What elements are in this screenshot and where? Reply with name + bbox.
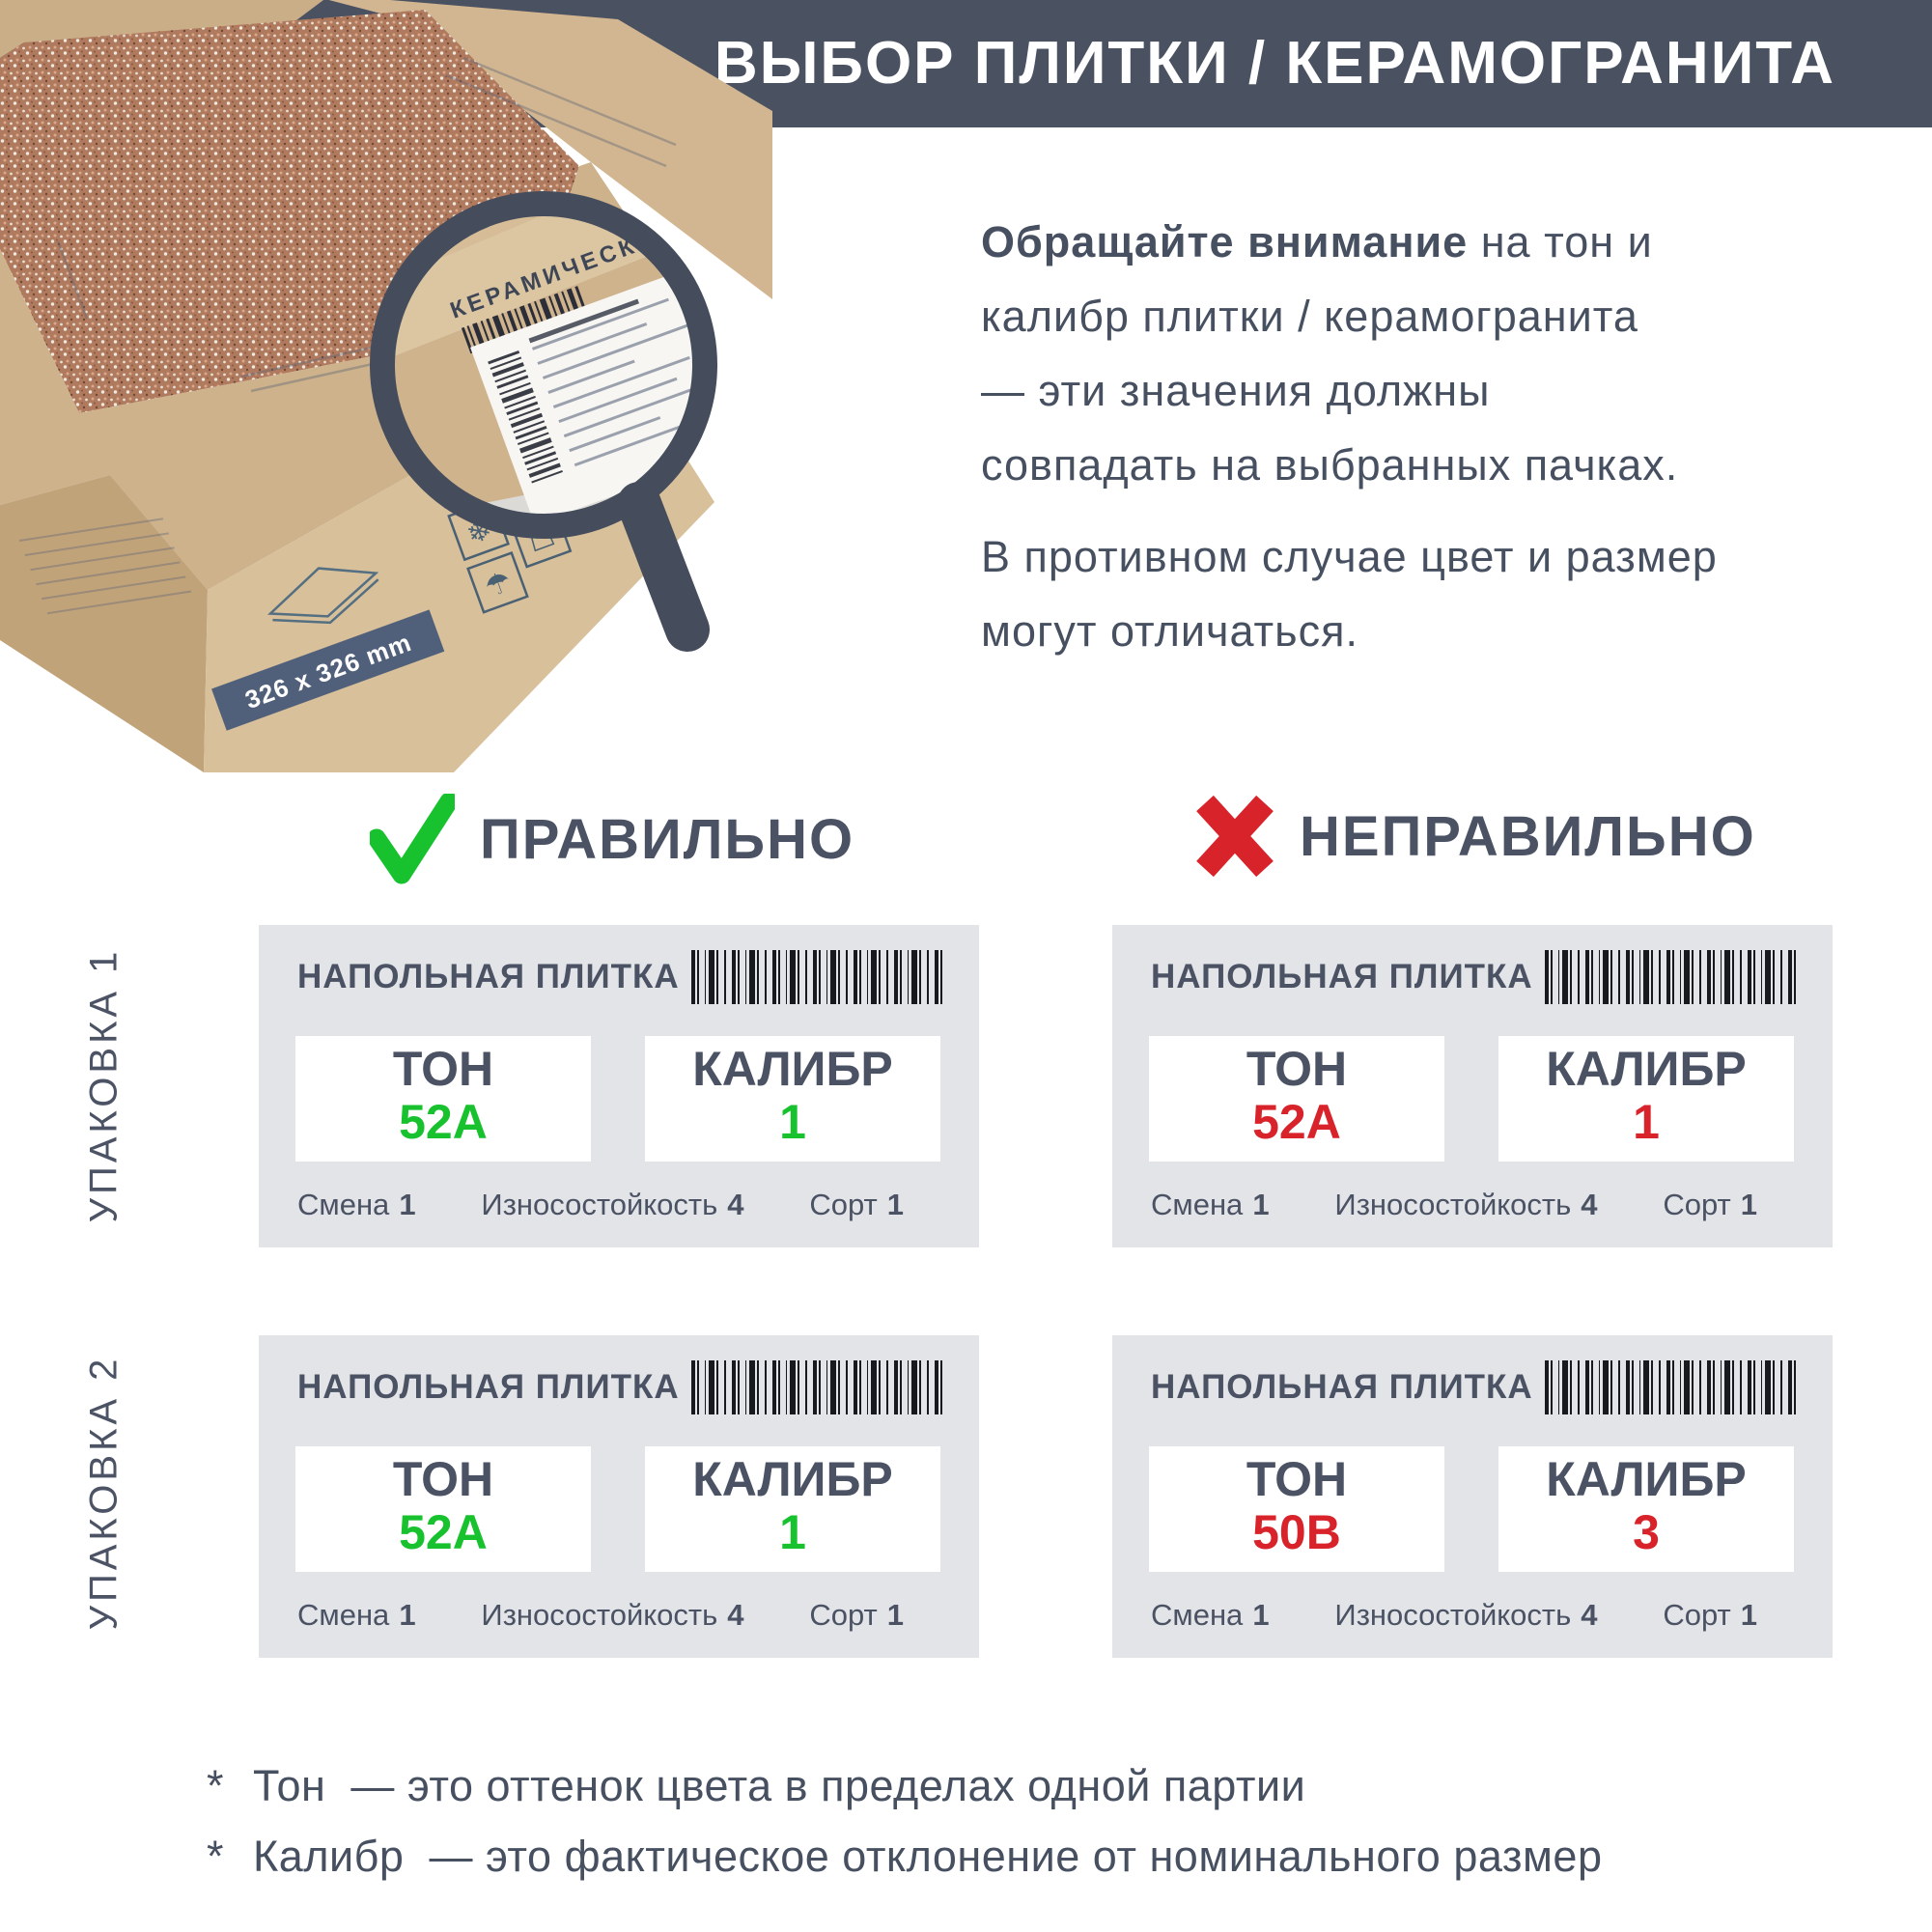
footnote-marker: *	[207, 1761, 225, 1810]
product-name: НАПОЛЬНАЯ ПЛИТКА	[1151, 1368, 1533, 1406]
card-meta: Смена 1 Износостойкость 4 Сорт 1	[1151, 1598, 1757, 1633]
label-card-pack2-correct: НАПОЛЬНАЯ ПЛИТКА ТОН 52А КАЛИБР 1 Смена 1…	[259, 1335, 979, 1658]
ton-box: ТОН 52А	[295, 1036, 591, 1162]
caliber-box: КАЛИБР 1	[645, 1036, 940, 1162]
meta-label: Сорт	[1663, 1188, 1731, 1221]
caliber-box: КАЛИБР 1	[1498, 1036, 1794, 1162]
label-card-pack1-correct: НАПОЛЬНАЯ ПЛИТКА ТОН 52А КАЛИБР 1 Смена 1…	[259, 925, 979, 1247]
ton-value: 52А	[399, 1505, 488, 1559]
text-line: калибр плитки / керамогранита	[981, 292, 1638, 341]
ton-value: 52А	[399, 1095, 488, 1149]
caliber-label: КАЛИБР	[1546, 1042, 1747, 1096]
footnote-marker: *	[207, 1832, 225, 1881]
caliber-value: 1	[779, 1505, 806, 1559]
caliber-value: 1	[1633, 1095, 1660, 1149]
magnifier-handle	[617, 482, 710, 652]
cross-icon	[1196, 795, 1274, 878]
text-line: — эти значения должны	[981, 366, 1491, 415]
meta-value: 1	[399, 1598, 416, 1632]
ton-label: ТОН	[392, 1452, 494, 1506]
caliber-label: КАЛИБР	[1546, 1452, 1747, 1506]
meta-label: Смена	[1151, 1188, 1244, 1221]
ton-value: 52А	[1252, 1095, 1341, 1149]
caliber-label: КАЛИБР	[692, 1042, 893, 1096]
text-line: Обращайте внимание на тон и	[981, 205, 1908, 279]
meta-label: Износостойкость	[1334, 1188, 1572, 1221]
meta-label: Износостойкость	[1334, 1598, 1572, 1632]
label-card-pack2-incorrect: НАПОЛЬНАЯ ПЛИТКА ТОН 50В КАЛИБР 3 Смена 1…	[1112, 1335, 1833, 1658]
barcode	[691, 1360, 942, 1414]
meta-label: Износостойкость	[481, 1188, 718, 1221]
ton-label: ТОН	[392, 1042, 494, 1096]
barcode	[1545, 950, 1796, 1004]
meta-value: 4	[727, 1598, 744, 1632]
caliber-box: КАЛИБР 1	[645, 1446, 940, 1572]
correct-heading: ПРАВИЛЬНО	[370, 794, 854, 884]
ton-label: ТОН	[1246, 1452, 1348, 1506]
product-name: НАПОЛЬНАЯ ПЛИТКА	[1151, 958, 1533, 995]
pack-label-2: УПАКОВКА 2	[82, 1355, 126, 1631]
caliber-box: КАЛИБР 3	[1498, 1446, 1794, 1572]
box-photo-illustration: 326 x 326 mm ✦ ❄	[0, 0, 772, 772]
footnote-caliber: * Калибр — это фактическое отклонение от…	[207, 1832, 1603, 1882]
incorrect-label: НЕПРАВИЛЬНО	[1300, 804, 1756, 868]
meta-value: 1	[886, 1598, 904, 1632]
meta-value: 4	[1581, 1188, 1598, 1221]
barcode	[1545, 1360, 1796, 1414]
card-meta: Смена 1 Износостойкость 4 Сорт 1	[297, 1188, 904, 1222]
meta-value: 1	[399, 1188, 416, 1221]
meta-label: Смена	[297, 1188, 390, 1221]
ton-box: ТОН 50В	[1149, 1446, 1444, 1572]
text-line: могут отличаться.	[981, 606, 1358, 656]
ton-box: ТОН 52А	[295, 1446, 591, 1572]
meta-label: Сорт	[1663, 1598, 1731, 1632]
meta-value: 1	[1252, 1188, 1270, 1221]
check-icon	[370, 794, 455, 884]
ton-value: 50В	[1252, 1505, 1341, 1559]
meta-label: Сорт	[809, 1188, 878, 1221]
intro-text: Обращайте внимание на тон и калибр плитк…	[981, 205, 1908, 668]
meta-label: Сорт	[809, 1598, 878, 1632]
intro-lead-bold: Обращайте внимание	[981, 217, 1469, 266]
card-meta: Смена 1 Износостойкость 4 Сорт 1	[297, 1598, 904, 1633]
incorrect-heading: НЕПРАВИЛЬНО	[1195, 794, 1756, 879]
text-line: В противном случае цвет и размер	[981, 532, 1718, 581]
meta-value: 1	[1740, 1188, 1757, 1221]
meta-value: 1	[1252, 1598, 1270, 1632]
correct-label: ПРАВИЛЬНО	[480, 807, 855, 871]
magnifier-ring	[370, 191, 717, 539]
label-card-pack1-incorrect: НАПОЛЬНАЯ ПЛИТКА ТОН 52А КАЛИБР 1 Смена 1…	[1112, 925, 1833, 1247]
text-line: совпадать на выбранных пачках.	[981, 440, 1679, 490]
footnote-text: Тон — это оттенок цвета в пределах одной…	[253, 1761, 1306, 1810]
footnote-ton: * Тон — это оттенок цвета в пределах одн…	[207, 1761, 1305, 1811]
meta-label: Смена	[297, 1598, 390, 1632]
product-name: НАПОЛЬНАЯ ПЛИТКА	[297, 1368, 680, 1406]
meta-label: Износостойкость	[481, 1598, 718, 1632]
barcode	[691, 950, 942, 1004]
box-left-face	[0, 475, 208, 772]
card-meta: Смена 1 Износостойкость 4 Сорт 1	[1151, 1188, 1757, 1222]
intro-paragraph-2: В противном случае цвет и размер могут о…	[981, 519, 1908, 668]
page-title: ВЫБОР ПЛИТКИ / КЕРАМОГРАНИТА	[714, 30, 1835, 97]
intro-lead-rest: на тон и	[1468, 217, 1653, 266]
product-photo: 326 x 326 mm ✦ ❄	[0, 0, 772, 787]
caliber-value: 3	[1633, 1505, 1660, 1559]
meta-value: 4	[727, 1188, 744, 1221]
product-name: НАПОЛЬНАЯ ПЛИТКА	[297, 958, 680, 995]
meta-label: Смена	[1151, 1598, 1244, 1632]
ton-label: ТОН	[1246, 1042, 1348, 1096]
meta-value: 4	[1581, 1598, 1598, 1632]
left-face-print	[18, 518, 192, 615]
caliber-label: КАЛИБР	[692, 1452, 893, 1506]
pack-label-1: УПАКОВКА 1	[82, 947, 126, 1223]
meta-value: 1	[1740, 1598, 1757, 1632]
footnote-text: Калибр — это фактическое отклонение от н…	[253, 1832, 1603, 1881]
ton-box: ТОН 52А	[1149, 1036, 1444, 1162]
intro-paragraph-1: Обращайте внимание на тон и калибр плитк…	[981, 205, 1908, 502]
caliber-value: 1	[779, 1095, 806, 1149]
meta-value: 1	[886, 1188, 904, 1221]
